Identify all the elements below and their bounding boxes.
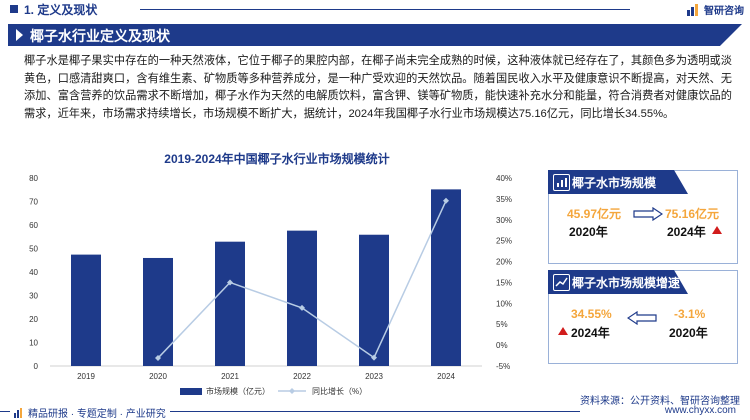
x-tick-label: 2020 <box>149 372 167 381</box>
y-right-tick-label: 15% <box>496 278 512 287</box>
growth-rate-card-title: 椰子水市场规模增速 <box>572 276 681 290</box>
y-right-tick-label: 20% <box>496 258 512 267</box>
brand-logo-text: 智研咨询 <box>704 6 744 17</box>
growth-left-value: 34.55% <box>571 307 612 321</box>
y-right-tick-label: 25% <box>496 237 512 246</box>
bar-market-size <box>359 234 389 366</box>
footer-divider-left <box>0 411 10 412</box>
y-left-tick-label: 10 <box>29 339 38 348</box>
chart-icon <box>553 174 570 191</box>
section-divider <box>140 9 630 10</box>
y-left-tick-label: 30 <box>29 292 38 301</box>
market-size-chart: 0 10 20 30 40 50 60 70 80 -5% 0% 5% 10% 15% 20% 25% 30% 3… <box>29 174 512 396</box>
legend-swatch-market-size <box>180 388 202 395</box>
market-size-to-value: 75.16亿元 <box>665 207 720 221</box>
legend-label-growth: 同比增长（%） <box>312 386 367 396</box>
footer-logo-icon <box>14 407 22 418</box>
market-size-card: 椰子水市场规模 45.97亿元 2020年 75.16亿元 2024年 <box>548 170 738 264</box>
x-tick-label: 2023 <box>365 372 383 381</box>
growth-up-icon <box>712 226 722 234</box>
growth-left-year: 2024年 <box>571 326 610 340</box>
growth-rate-point <box>299 304 305 311</box>
x-tick-label: 2022 <box>293 372 311 381</box>
y-right-tick-label: 30% <box>496 216 512 225</box>
growth-right-year: 2020年 <box>669 326 708 340</box>
intro-paragraph: 椰子水是椰子果实中存在的一种天然液体，它位于椰子的果腔内部，在椰子尚未完全成熟的… <box>24 55 732 120</box>
market-size-from-value: 45.97亿元 <box>567 207 622 221</box>
market-size-to-year: 2024年 <box>667 225 706 239</box>
brand-logo: 智研咨询 <box>687 2 744 17</box>
bar-market-size <box>143 257 173 366</box>
footer-left: 精品研报 · 专题定制 · 产业研究 <box>14 405 166 420</box>
y-left-tick-label: 60 <box>29 221 38 230</box>
y-left-tick-label: 0 <box>34 362 39 371</box>
bar-market-size <box>215 241 245 366</box>
legend-marker-growth <box>289 388 295 394</box>
y-right-tick-label: 35% <box>496 195 512 204</box>
growth-rate-point <box>227 279 233 286</box>
x-tick-label: 2024 <box>437 372 455 381</box>
market-size-from-year: 2020年 <box>569 225 608 239</box>
bar-market-size <box>431 189 461 366</box>
y-left-tick-label: 20 <box>29 315 38 324</box>
banner-arrow-icon <box>16 29 23 41</box>
trend-icon <box>553 274 570 291</box>
brand-logo-icon <box>687 3 698 16</box>
growth-up-icon <box>558 327 568 335</box>
section-marker <box>10 5 18 13</box>
left-arrow-icon <box>627 311 657 325</box>
footer-divider <box>170 411 580 412</box>
title-banner: 椰子水行业定义及现状 <box>8 24 742 46</box>
bar-market-size <box>71 254 101 366</box>
chart-title: 2019-2024年中国椰子水行业市场规模统计 <box>164 152 390 166</box>
y-left-tick-label: 70 <box>29 198 38 207</box>
section-title: 1. 定义及现状 <box>24 3 98 17</box>
y-left-tick-label: 40 <box>29 268 38 277</box>
growth-rate-card: 椰子水市场规模增速 34.55% 2024年 -3.1% 2020年 <box>548 270 738 364</box>
growth-rate-card-header: 椰子水市场规模增速 <box>548 270 688 294</box>
y-right-tick-label: 40% <box>496 174 512 183</box>
growth-rate-point <box>371 354 377 361</box>
legend-label-market-size: 市场规模（亿元） <box>206 386 270 396</box>
market-size-card-title: 椰子水市场规模 <box>572 176 657 190</box>
data-source: 资料来源：公开资料、智研咨询整理 <box>580 396 740 407</box>
footer-slogan: 精品研报 · 专题定制 · 产业研究 <box>28 409 166 420</box>
footer-website[interactable]: www.chyxx.com <box>664 405 736 416</box>
footer: 精品研报 · 专题定制 · 产业研究 www.chyxx.com <box>0 405 750 420</box>
top-bar: 1. 定义及现状 智研咨询 <box>0 0 750 18</box>
y-right-tick-label: 0% <box>496 341 508 350</box>
x-tick-label: 2021 <box>221 372 239 381</box>
growth-rate-point <box>155 355 161 362</box>
market-size-card-header: 椰子水市场规模 <box>548 170 688 194</box>
y-left-tick-label: 50 <box>29 245 38 254</box>
y-right-tick-label: -5% <box>496 362 510 371</box>
x-tick-label: 2019 <box>77 372 95 381</box>
right-arrow-icon <box>633 207 663 221</box>
y-right-tick-label: 5% <box>496 320 508 329</box>
growth-rate-point <box>443 197 449 204</box>
bar-market-size <box>287 230 317 366</box>
y-right-tick-label: 10% <box>496 299 512 308</box>
page-title: 椰子水行业定义及现状 <box>30 28 170 44</box>
growth-right-value: -3.1% <box>674 307 706 321</box>
y-left-tick-label: 80 <box>29 174 38 183</box>
